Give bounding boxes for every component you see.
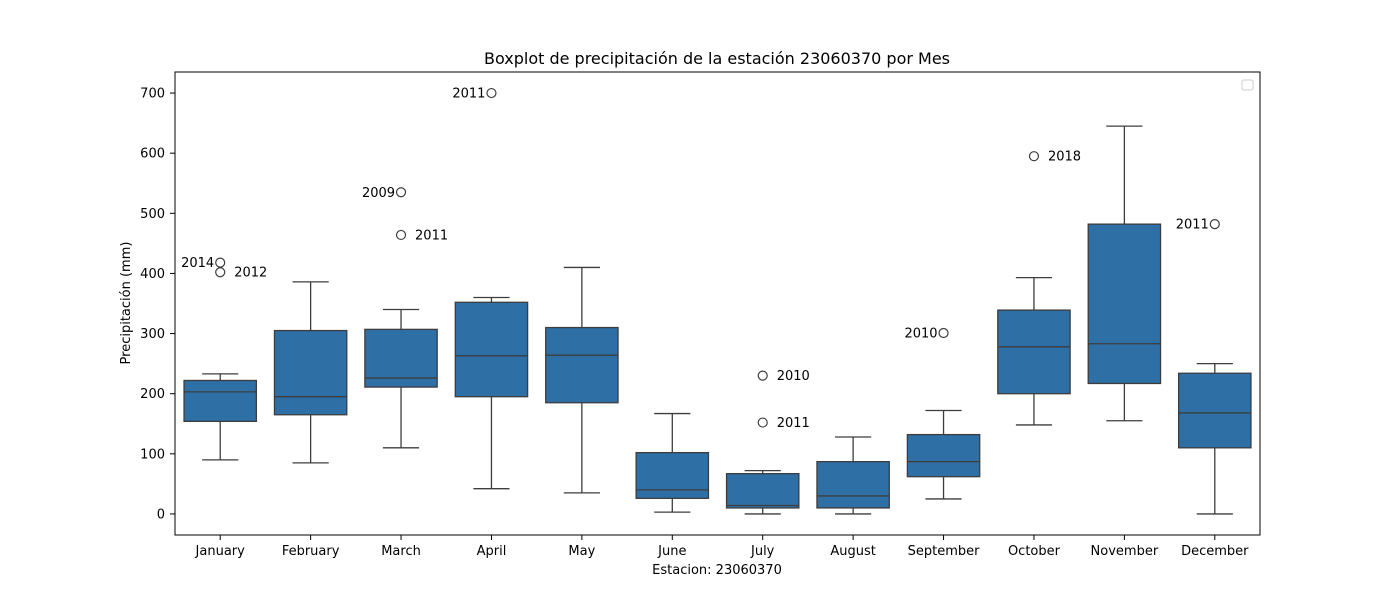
box-february [273, 329, 348, 416]
outlier-point [215, 257, 226, 268]
x-tick-label: June [657, 544, 686, 559]
outlier-point [1028, 151, 1040, 162]
x-tick-label: March [381, 544, 421, 559]
x-tick-label: February [282, 544, 340, 559]
outlier-point [395, 229, 407, 241]
y-tick-label: 700 [140, 87, 165, 102]
box-june [635, 451, 710, 499]
box-april [454, 301, 529, 398]
x-tick-label: September [908, 544, 981, 559]
x-tick-label: December [1181, 544, 1249, 559]
outlier-point [486, 87, 497, 99]
y-tick-label: 0 [157, 507, 165, 522]
x-tick-label: July [750, 544, 775, 559]
plot-area: 0 100 200 300 400 500 600 700 January February Mar… [140, 71, 1261, 559]
outlier-label: 2011 [452, 87, 485, 102]
outlier-label: 2011 [777, 416, 810, 431]
x-tick-label: April [477, 544, 507, 559]
outlier-point [757, 417, 768, 428]
outlier-point [1209, 219, 1220, 230]
y-axis-label: Precipitación (mm) [119, 242, 134, 365]
x-axis-label: Estacion: 23060370 [652, 563, 782, 578]
outlier-label: 2011 [415, 228, 448, 243]
outlier-label: 2018 [1048, 150, 1081, 165]
legend-box [1241, 79, 1254, 91]
outlier-point [757, 370, 768, 381]
y-tick-label: 200 [140, 387, 165, 402]
outlier-point [215, 267, 226, 278]
y-tick-label: 600 [140, 147, 165, 162]
x-tick-label: August [830, 544, 876, 559]
outlier-label: 2012 [234, 266, 267, 281]
box-january [183, 379, 258, 423]
x-tick-label: October [1008, 544, 1061, 559]
box-september [906, 433, 981, 478]
box-october [997, 309, 1071, 395]
box-may [545, 326, 619, 404]
box-august [816, 460, 890, 509]
plot-frame [174, 71, 1261, 536]
y-tick-label: 400 [140, 267, 165, 282]
x-tick-label: January [195, 544, 246, 559]
box-november [1087, 223, 1162, 385]
outlier-point [938, 327, 949, 339]
x-tick-label: November [1091, 544, 1159, 559]
y-tick-label: 300 [140, 327, 165, 342]
chart-title: Boxplot de precipitación de la estación … [484, 49, 950, 68]
outlier-label: 2009 [362, 186, 395, 201]
y-tick-label: 500 [140, 207, 165, 222]
box-july [725, 473, 800, 509]
outlier-point [395, 187, 407, 198]
outlier-label: 2010 [777, 369, 810, 384]
outlier-label: 2014 [181, 256, 214, 271]
y-tick-label: 100 [140, 447, 165, 462]
outlier-label: 2011 [1176, 218, 1209, 233]
outlier-label: 2010 [904, 326, 937, 341]
box-december [1177, 372, 1252, 449]
x-tick-label: May [568, 544, 595, 559]
